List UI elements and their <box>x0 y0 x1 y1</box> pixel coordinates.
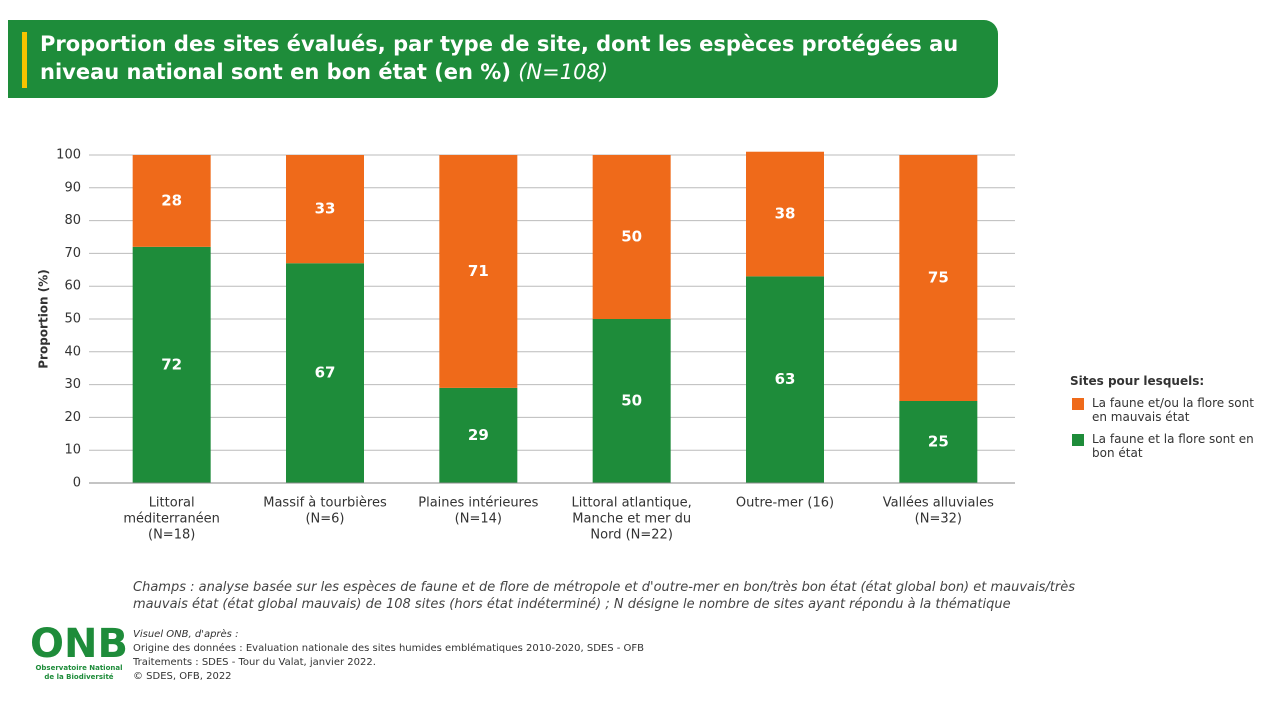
data-label: 71 <box>468 262 489 280</box>
legend: Sites pour lesquels: La faune et/ou la fl… <box>1070 374 1260 460</box>
y-tick-label: 80 <box>64 213 81 228</box>
bar-segment <box>746 276 824 483</box>
x-tick-label: (N=14) <box>455 512 502 527</box>
legend-item: La faune et/ou la flore sont en mauvais … <box>1070 396 1260 424</box>
y-tick-label: 40 <box>64 344 81 359</box>
data-label: 72 <box>161 355 182 373</box>
chart-title: Proportion des sites évalués, par type d… <box>40 32 959 84</box>
bar-segment <box>132 246 211 483</box>
x-tick-label: Littoral <box>149 496 195 511</box>
y-tick-label: 20 <box>64 410 81 425</box>
footnote-line: Champs : analyse basée sur les espèces d… <box>133 580 1075 595</box>
x-tick-label: Nord (N=22) <box>590 528 672 543</box>
bar-segment <box>439 155 518 388</box>
y-tick-label: 90 <box>64 180 81 195</box>
data-label: 50 <box>621 228 642 246</box>
logo: ONB Observatoire National de la Biodiversi… <box>30 624 128 682</box>
title-banner: Proportion des sites évalués, par type d… <box>8 20 998 98</box>
y-tick-label: 100 <box>56 148 81 163</box>
data-label: 75 <box>928 269 949 287</box>
data-label: 38 <box>775 205 796 223</box>
bar-segment <box>592 319 671 483</box>
bar-segment <box>899 155 978 401</box>
logo-name: ONB <box>30 621 128 667</box>
data-label: 67 <box>315 364 336 382</box>
x-tick-label: Massif à tourbières <box>263 496 387 511</box>
y-tick-label: 0 <box>73 476 81 491</box>
x-tick-label: Outre-mer (16) <box>736 496 834 511</box>
footnote-line: mauvais état (état global mauvais) de 10… <box>133 597 1011 612</box>
data-label: 29 <box>468 426 489 444</box>
x-tick-label: méditerranéen <box>123 512 220 527</box>
y-tick-label: 10 <box>64 443 81 458</box>
source: Visuel ONB, d'après : Origine des données… <box>133 628 644 684</box>
legend-label: La faune et la flore sont en bon état <box>1092 432 1254 460</box>
x-tick-label: (N=18) <box>148 528 195 543</box>
bar-segment <box>592 155 671 319</box>
source-line: © SDES, OFB, 2022 <box>133 671 232 682</box>
logo-line: Observatoire National <box>35 664 123 672</box>
x-tick-label: (N=6) <box>305 512 344 527</box>
x-tick-label: Vallées alluviales <box>883 496 994 511</box>
logo-line: de la Biodiversité <box>44 673 114 681</box>
data-label: 28 <box>161 191 182 209</box>
y-tick-label: 60 <box>64 279 81 294</box>
y-tick-label: 70 <box>64 246 81 261</box>
source-line: Traitements : SDES - Tour du Valat, janv… <box>133 657 376 668</box>
source-line: Visuel ONB, d'après : <box>133 629 239 640</box>
x-tick-label: Manche et mer du <box>572 512 691 527</box>
x-tick-label: Littoral atlantique, <box>572 496 692 511</box>
legend-swatch <box>1072 398 1084 410</box>
legend-item: La faune et la flore sont en bon état <box>1070 432 1260 460</box>
source-line: Origine des données : Evaluation nationa… <box>133 643 645 654</box>
data-label: 50 <box>621 392 642 410</box>
data-label: 25 <box>928 433 949 451</box>
y-tick-label: 50 <box>64 312 81 327</box>
legend-title: Sites pour lesquels: <box>1070 374 1205 388</box>
footnote: Champs : analyse basée sur les espèces d… <box>133 579 1075 613</box>
bar-segment <box>439 387 518 483</box>
data-label: 63 <box>775 370 796 388</box>
legend-label: La faune et/ou la flore sont en mauvais … <box>1092 396 1254 424</box>
title-note: (N=108) <box>518 60 609 84</box>
legend-swatch <box>1072 434 1084 446</box>
y-tick-label: 30 <box>64 377 81 392</box>
bar-segment <box>899 401 978 483</box>
bar-segment <box>286 155 364 264</box>
bar-segment <box>132 155 211 247</box>
bar-segment <box>286 263 364 483</box>
bar-segment <box>746 151 824 277</box>
x-tick-label: Plaines intérieures <box>418 496 538 511</box>
y-axis-label: Proportion (%) <box>37 269 51 369</box>
data-label: 33 <box>315 200 336 218</box>
x-tick-label: (N=32) <box>915 512 962 527</box>
